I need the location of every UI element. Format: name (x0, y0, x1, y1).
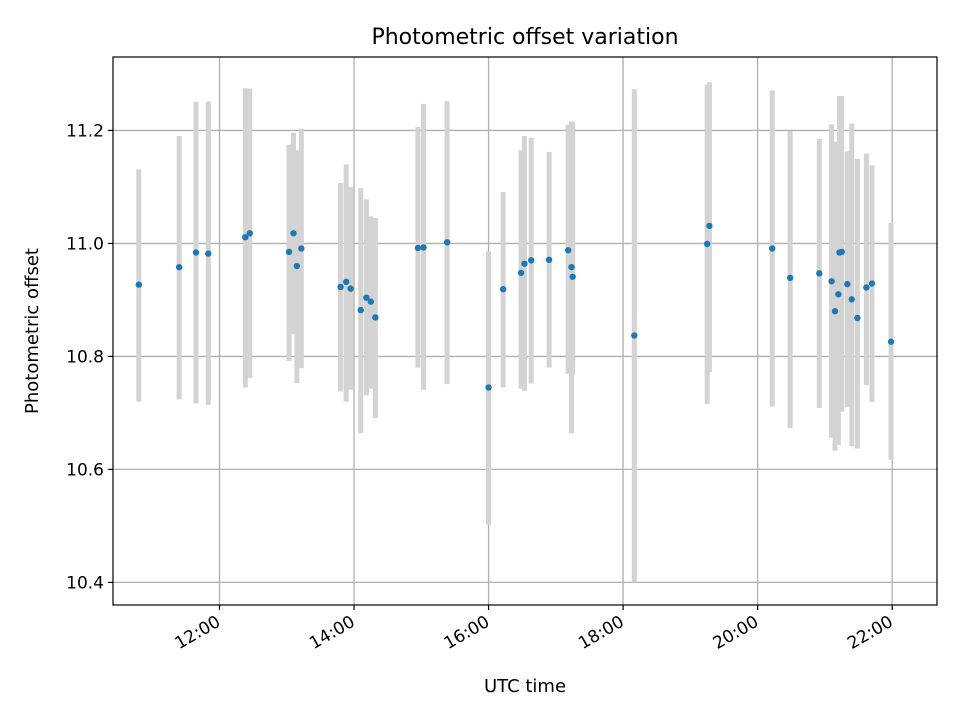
data-point (863, 284, 870, 291)
data-point (838, 248, 845, 256)
data-point (420, 244, 427, 251)
data-point (703, 240, 711, 248)
data-point (246, 230, 253, 237)
data-point (527, 257, 535, 264)
data-point (844, 280, 851, 288)
plot-frame (112, 56, 938, 606)
y-axis-label: Photometric offset (22, 248, 43, 414)
data-point (135, 281, 142, 288)
y-tick-label: 10.4 (66, 573, 104, 593)
data-point (564, 247, 572, 254)
data-point (568, 263, 575, 271)
data-point (298, 245, 305, 252)
data-point (242, 234, 249, 241)
data-point (192, 249, 200, 256)
data-point (545, 256, 553, 264)
data-point (786, 274, 794, 282)
data-point (485, 384, 492, 391)
x-axis-label: UTC time (484, 676, 566, 697)
data-point (499, 285, 507, 293)
data-point (293, 262, 301, 270)
data-point (357, 306, 364, 314)
data-point (367, 298, 375, 305)
data-point (521, 260, 528, 267)
data-point (706, 222, 713, 230)
chart-title: Photometric offset variation (371, 25, 678, 50)
data-point (569, 273, 576, 280)
data-point (347, 285, 354, 292)
y-tick-label: 11.0 (66, 234, 104, 254)
data-point (363, 294, 370, 301)
point-layer (135, 222, 895, 391)
data-point (414, 244, 422, 252)
data-point (372, 314, 379, 321)
data-point (285, 248, 293, 256)
data-point (175, 263, 183, 271)
data-point (342, 278, 350, 286)
data-point (290, 230, 297, 237)
y-tick-label: 11.2 (66, 121, 104, 141)
data-point (205, 250, 212, 257)
data-point (517, 269, 525, 277)
data-point (443, 239, 451, 246)
y-tick-label: 10.6 (66, 460, 104, 480)
data-point (848, 296, 855, 303)
data-point (769, 245, 776, 252)
data-point (828, 278, 835, 285)
data-point (835, 291, 842, 298)
data-point (337, 283, 344, 291)
y-tick-label: 10.8 (66, 347, 104, 367)
data-point (887, 338, 895, 345)
data-point (631, 332, 638, 339)
data-point (854, 314, 861, 322)
data-point (868, 280, 876, 287)
data-point (831, 308, 839, 315)
data-point (816, 270, 823, 277)
